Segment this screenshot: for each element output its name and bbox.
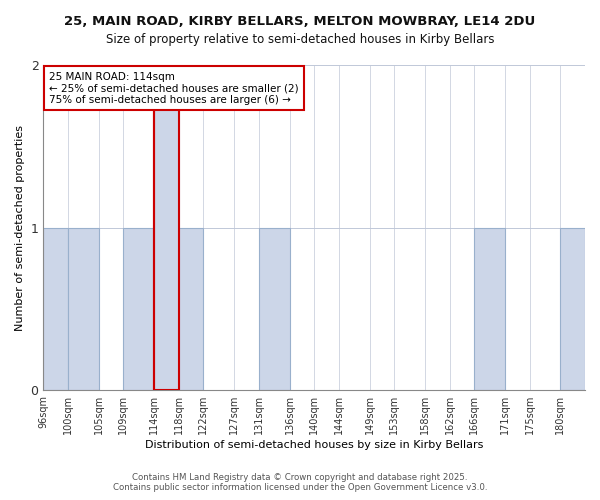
Text: 25, MAIN ROAD, KIRBY BELLARS, MELTON MOWBRAY, LE14 2DU: 25, MAIN ROAD, KIRBY BELLARS, MELTON MOW… [64,15,536,28]
Text: Contains HM Land Registry data © Crown copyright and database right 2025.
Contai: Contains HM Land Registry data © Crown c… [113,473,487,492]
Bar [154,65,179,390]
Bar [68,228,99,390]
Bar [154,65,179,390]
X-axis label: Distribution of semi-detached houses by size in Kirby Bellars: Distribution of semi-detached houses by … [145,440,484,450]
Bar [560,228,585,390]
Bar [259,228,290,390]
Bar [124,228,154,390]
Bar [179,228,203,390]
Text: Size of property relative to semi-detached houses in Kirby Bellars: Size of property relative to semi-detach… [106,32,494,46]
Text: 25 MAIN ROAD: 114sqm
← 25% of semi-detached houses are smaller (2)
75% of semi-d: 25 MAIN ROAD: 114sqm ← 25% of semi-detac… [49,72,298,104]
Bar [43,228,68,390]
Y-axis label: Number of semi-detached properties: Number of semi-detached properties [15,124,25,330]
Bar [474,228,505,390]
